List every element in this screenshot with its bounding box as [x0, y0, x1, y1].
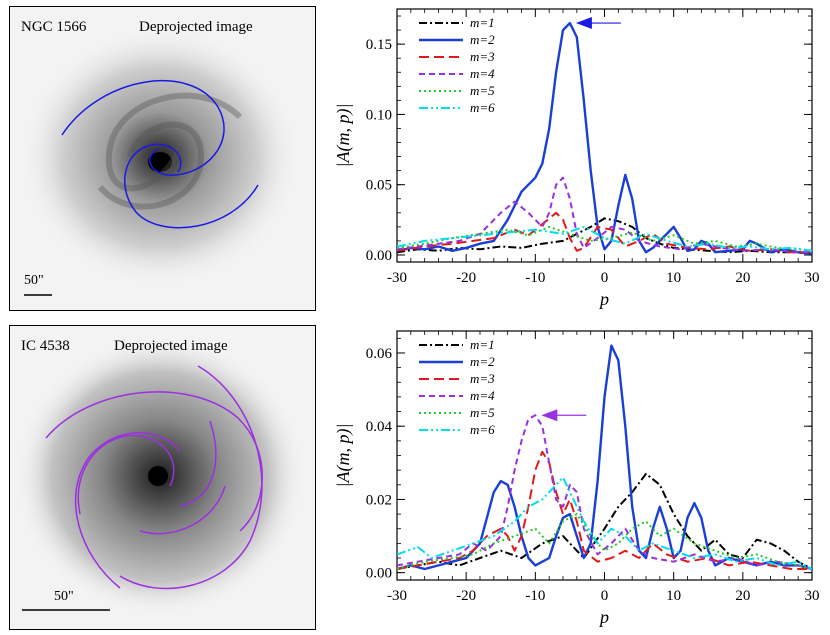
scale-label: 50": [24, 273, 44, 288]
y-tick-label: 0.02: [366, 492, 392, 508]
x-tick-label: 20: [735, 270, 750, 286]
legend-label-m5: m=5: [470, 83, 495, 98]
legend-label-m5: m=5: [470, 405, 495, 420]
galaxy-name: NGC 1566: [21, 19, 87, 35]
x-tick-label: -30: [387, 588, 407, 604]
peak-arrow-head: [541, 409, 558, 422]
image-label: Deprojected image: [114, 338, 228, 354]
galaxy-image-ic4538: [15, 336, 305, 616]
x-tick-label: 10: [666, 588, 681, 604]
y-tick-label: 0.05: [366, 178, 392, 194]
y-tick-label: 0.10: [366, 107, 392, 123]
y-tick-label: 0.00: [366, 566, 392, 582]
y-tick-label: 0.06: [366, 346, 393, 362]
x-tick-label: -20: [456, 270, 476, 286]
legend-label-m4: m=4: [470, 388, 495, 403]
x-axis-title: p: [598, 289, 609, 309]
legend-label-m2: m=2: [470, 354, 495, 369]
image-label: Deprojected image: [139, 19, 253, 35]
galaxy-image-ngc1566: [20, 27, 300, 296]
legend-label-m1: m=1: [470, 15, 495, 30]
series-line-m1: [397, 217, 812, 255]
x-tick-label: 0: [601, 270, 609, 286]
plot-frame: [396, 8, 813, 263]
galaxy-name: IC 4538: [21, 338, 70, 354]
series-line-m2: [397, 21, 812, 255]
x-tick-label: -10: [525, 588, 545, 604]
y-axis-title: |A(m, p)|: [333, 424, 354, 488]
spiral-arm-overlay: [61, 79, 259, 229]
y-tick-label: 0.00: [366, 248, 392, 264]
series-line-m4: [397, 414, 812, 570]
legend-label-m1: m=1: [470, 337, 495, 352]
x-tick-label: -30: [387, 270, 407, 286]
legend-label-m6: m=6: [470, 100, 495, 115]
legend-label-m6: m=6: [470, 422, 495, 437]
series-line-m5: [397, 513, 812, 570]
y-axis-title: |A(m, p)|: [333, 104, 354, 168]
peak-arrow-head: [575, 17, 592, 30]
y-tick-label: 0.04: [366, 419, 393, 435]
y-tick-label: 0.15: [366, 37, 392, 53]
series-line-m3: [397, 211, 812, 254]
scale-label: 50": [54, 589, 74, 604]
series-line-m2: [397, 344, 812, 571]
galaxy-image-panel-ic4538: IC 4538 Deprojected image 50": [9, 325, 316, 630]
legend-label-m4: m=4: [470, 66, 495, 81]
x-tick-label: -10: [525, 270, 545, 286]
x-tick-label: 30: [805, 270, 820, 286]
series-line-m4: [397, 176, 812, 254]
galaxy-image-panel-ngc1566: NGC 1566 Deprojected image 50": [9, 6, 316, 311]
series-line-m3: [397, 450, 812, 570]
x-tick-label: 0: [601, 588, 609, 604]
legend-label-m3: m=3: [470, 49, 495, 64]
series-line-m5: [397, 225, 812, 252]
x-tick-label: 20: [735, 588, 750, 604]
x-tick-label: -20: [456, 588, 476, 604]
series-line-m1: [397, 472, 812, 570]
x-tick-label: 10: [666, 270, 681, 286]
spiral-arm-overlay: [45, 365, 263, 590]
fourier-spectrum-chart-top: -30 -20 -10 0 10 20 30 0.00 0.05 0.10 0.15 p |A(m, p…: [333, 8, 820, 309]
legend-label-m3: m=3: [470, 371, 495, 386]
fourier-spectrum-chart-bottom: -30 -20 -10 0 10 20 30 0.00 0.02 0.04 0.06 p |A(m, p…: [333, 330, 820, 627]
x-axis-title: p: [598, 607, 609, 627]
legend-label-m2: m=2: [470, 32, 495, 47]
plot-frame: [396, 330, 813, 581]
series-line-m6: [397, 225, 812, 252]
series-line-m6: [397, 476, 812, 570]
x-tick-label: 30: [805, 588, 820, 604]
